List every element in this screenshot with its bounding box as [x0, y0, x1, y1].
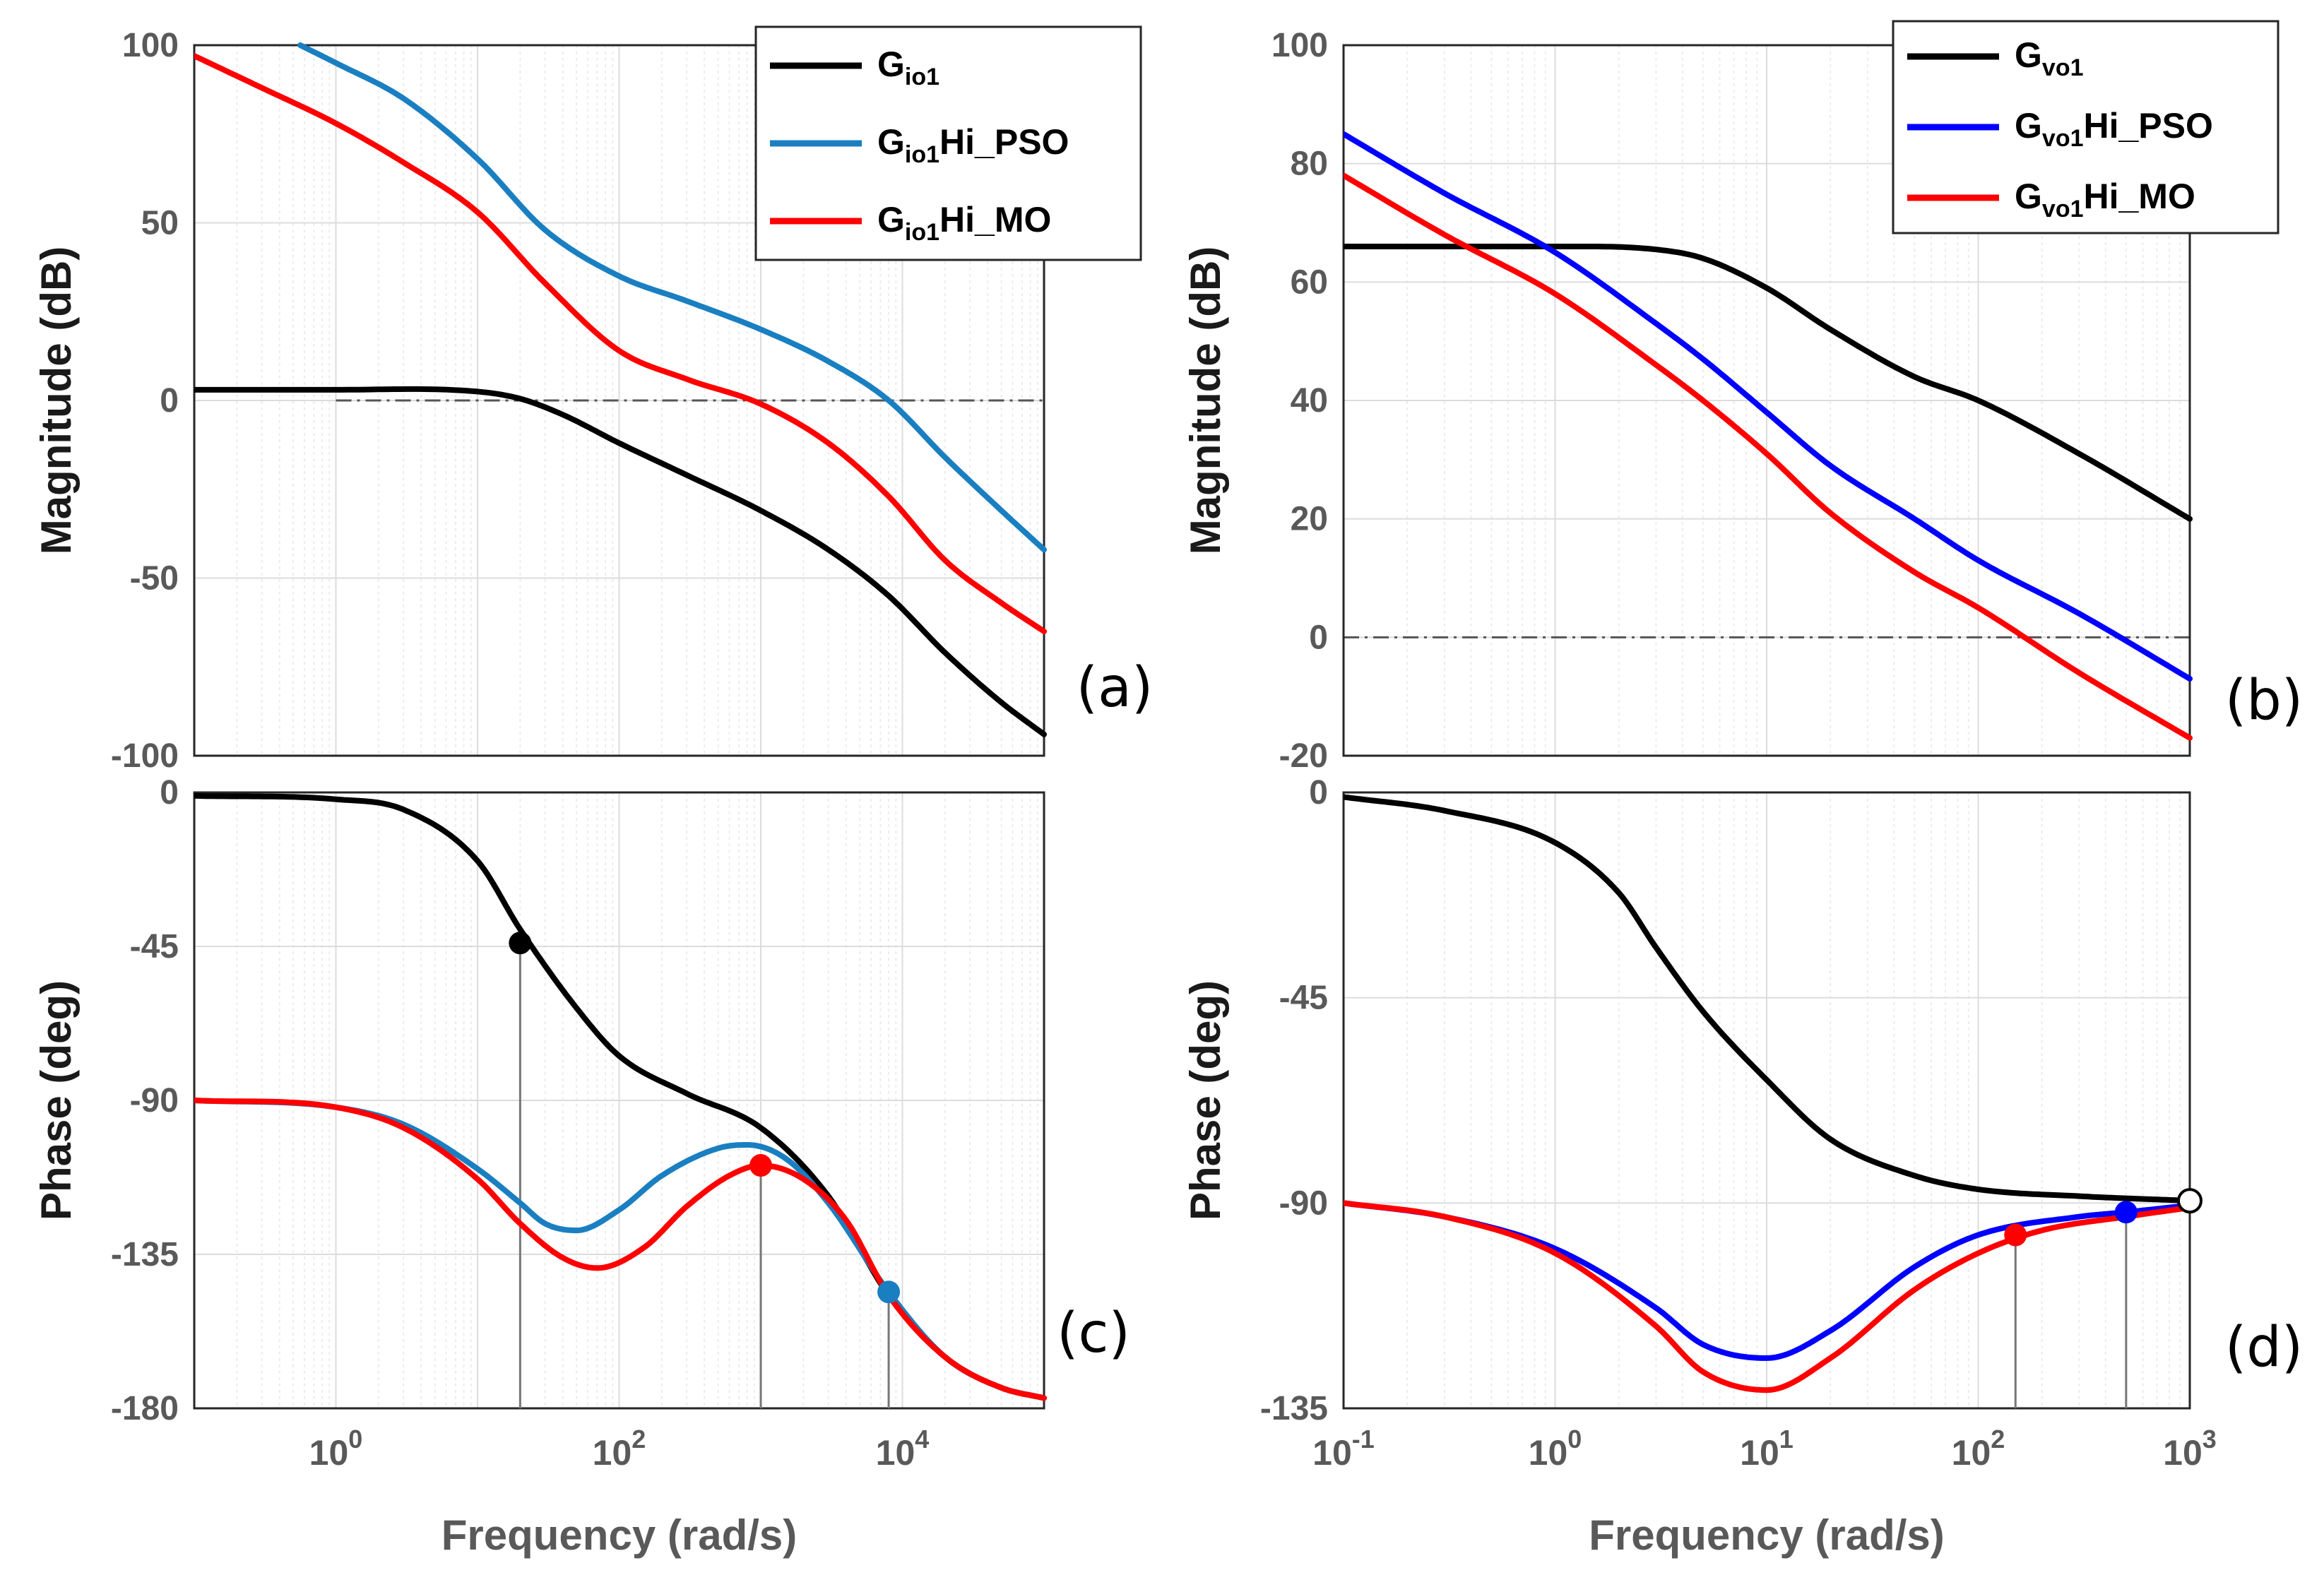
- panel-c-phase: 0 -45 -90 -135 -180 100 102 104 Phase (deg) Frequ…: [32, 774, 1130, 1559]
- legend-entry: Gio1: [877, 44, 939, 90]
- y-tick-label: -135: [111, 1236, 179, 1273]
- y-tick-label: 100: [122, 27, 179, 64]
- y-tick-label: 0: [160, 774, 179, 812]
- minor-grid: [1406, 792, 2181, 1408]
- x-axis-label: Frequency (rad/s): [441, 1511, 797, 1559]
- series-gvo1hi-mo: [1344, 172, 2193, 741]
- marker-point: [2114, 1201, 2138, 1224]
- series-gio1hi-pso: [297, 42, 1047, 553]
- legend-entry: Gio1Hi_PSO: [877, 122, 1069, 168]
- x-tick-label: 100: [309, 1425, 363, 1473]
- marker-point: [877, 1280, 901, 1304]
- panel-label: (c): [1057, 1302, 1130, 1365]
- y-tick-label: -90: [130, 1082, 179, 1119]
- series-gio1: [194, 386, 1047, 737]
- y-tick-label: -20: [1279, 737, 1328, 775]
- y-tick-label: 50: [141, 205, 179, 242]
- y-tick-label: -90: [1279, 1184, 1328, 1222]
- x-tick-label: 103: [2163, 1425, 2217, 1473]
- legend: Gio1 Gio1Hi_PSO Gio1Hi_MO: [754, 25, 1142, 261]
- y-tick-label: 0: [1309, 619, 1328, 656]
- panel-label: (d): [2225, 1316, 2303, 1379]
- y-tick-label: 60: [1291, 263, 1328, 301]
- y-axis-label: Phase (deg): [1182, 980, 1229, 1220]
- y-tick-label: -50: [130, 560, 179, 598]
- series-gvo1: [1344, 794, 2193, 1204]
- legend-entry: Gvo1Hi_MO: [2015, 177, 2195, 222]
- y-tick-label: 20: [1291, 501, 1328, 538]
- legend-entry: Gvo1Hi_PSO: [2015, 106, 2213, 152]
- x-tick-label: 102: [1952, 1425, 2005, 1473]
- x-tick-label: 100: [1529, 1425, 1582, 1473]
- series-gio1hi-mo: [194, 53, 1047, 634]
- series-gvo1hi-mo: [1344, 1200, 2193, 1393]
- x-tick-label: 102: [593, 1425, 646, 1473]
- y-tick-label: -45: [1279, 980, 1328, 1017]
- series-gvo1hi-pso: [1344, 131, 2193, 682]
- y-tick-label: -180: [111, 1390, 179, 1427]
- panel-label: (b): [2225, 669, 2303, 732]
- axes-frame: [193, 44, 1045, 757]
- axes-frame: [1342, 791, 2191, 1410]
- y-tick-label: 0: [1309, 774, 1328, 812]
- y-axis-label: Phase (deg): [32, 980, 80, 1220]
- series-gvo1: [1344, 244, 2193, 522]
- marker-point: [509, 932, 532, 955]
- axes-frame: [1342, 44, 2191, 757]
- x-tick-label: 10-1: [1312, 1425, 1375, 1473]
- y-tick-label: -45: [130, 928, 179, 965]
- y-tick-label: 100: [1271, 27, 1328, 64]
- marker-point: [2177, 1188, 2203, 1214]
- panel-label: (a): [1077, 656, 1154, 720]
- panel-a-magnitude: 100 50 0 -50 -100 Magnitude (dB) (a) Gio1 Gio1Hi…: [32, 25, 1154, 775]
- y-tick-label: 40: [1291, 382, 1328, 420]
- x-axis-label: Frequency (rad/s): [1589, 1511, 1944, 1559]
- minor-grid: [236, 45, 1038, 756]
- y-axis-label: Magnitude (dB): [32, 246, 80, 555]
- y-tick-label: -135: [1260, 1390, 1328, 1427]
- series-gio1hi-mo: [194, 1098, 1047, 1401]
- legend-entry: Gvo1: [2015, 35, 2084, 81]
- series-gvo1hi-pso: [1344, 1200, 2193, 1361]
- x-tick-label: 104: [876, 1425, 930, 1473]
- legend-entry: Gio1Hi_MO: [877, 200, 1051, 246]
- marker-point: [749, 1154, 772, 1177]
- y-axis-label: Magnitude (dB): [1182, 246, 1229, 555]
- x-tick-label: 101: [1740, 1425, 1794, 1473]
- y-tick-label: -100: [111, 737, 179, 775]
- legend: Gvo1 Gvo1Hi_PSO Gvo1Hi_MO: [1892, 20, 2279, 234]
- y-tick-label: 80: [1291, 145, 1328, 183]
- y-tick-label: 0: [160, 382, 179, 420]
- marker-point: [2004, 1223, 2027, 1247]
